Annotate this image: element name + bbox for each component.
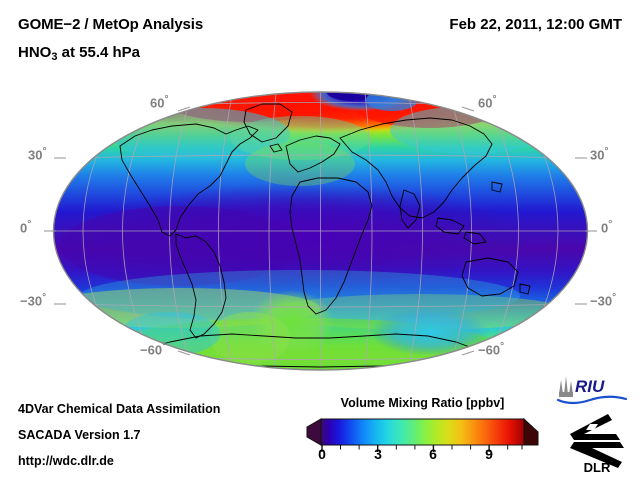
- colorbar-tick-9: 9: [485, 446, 493, 462]
- lat-label-left-60: 60°: [150, 94, 169, 111]
- dlr-wordmark: DLR: [584, 460, 611, 474]
- siberia-moderate: [390, 106, 550, 154]
- south-pacific-cool: [120, 312, 220, 356]
- south-indian-cool: [370, 308, 490, 356]
- coastlines: [119, 103, 531, 368]
- footer-line-url[interactable]: http://wdc.dlr.de: [18, 454, 114, 468]
- page-title: GOME−2 / MetOp Analysis: [18, 16, 204, 33]
- degree-symbol: °: [500, 341, 505, 352]
- dlr-mark-icon: [570, 414, 624, 468]
- lat-label-right-60: 60°: [478, 94, 497, 111]
- colorbar-tick-3: 3: [374, 446, 382, 462]
- colorbar-under-arrow: [306, 418, 322, 446]
- colorbar-gradient: [320, 418, 525, 446]
- footer-line-version: SACADA Version 1.7: [18, 428, 141, 442]
- degree-symbol: °: [164, 94, 169, 105]
- lat-label-right-m60: −60°: [478, 341, 505, 358]
- riu-tower-icon: [559, 376, 573, 397]
- mediterranean-band: [245, 142, 355, 186]
- colorbar-svg: [306, 417, 539, 452]
- colorbar-title: Volume Mixing Ratio [ppbv]: [340, 396, 505, 410]
- species-subscript: 3: [51, 51, 58, 63]
- riu-wordmark: RIU: [575, 377, 605, 396]
- data-field: [53, 92, 588, 370]
- world-map: 60° 30° 0° −30° −60° 60° 30° 0° −30° −60…: [0, 86, 640, 382]
- colorbar-over-arrow: [523, 417, 539, 446]
- colorbar-minor-ticks: [340, 445, 523, 450]
- species-name: HNO: [18, 44, 52, 61]
- species-subtitle: HNO3 at 55.4 hPa: [18, 44, 141, 63]
- lat-label-right-m30: −30°: [590, 292, 617, 309]
- lat-label-left-0: 0°: [20, 219, 32, 236]
- degree-symbol: °: [492, 94, 497, 105]
- colorbar-tick-6: 6: [429, 446, 437, 462]
- footer-line-method: 4DVar Chemical Data Assimilation: [18, 402, 221, 416]
- lat-ticks: [44, 106, 597, 356]
- degree-symbol: °: [42, 292, 47, 303]
- species-pressure: at 55.4 hPa: [57, 44, 141, 61]
- degree-symbol: °: [27, 219, 32, 230]
- lat-label-right-0: 0°: [601, 219, 613, 236]
- lat-label-left-m30: −30°: [20, 292, 47, 309]
- europe-moderate: [230, 116, 370, 160]
- riu-wave-icon: [556, 395, 628, 405]
- degree-symbol: °: [42, 146, 47, 157]
- lat-label-left-m60: −60°: [140, 341, 167, 358]
- dlr-logo: DLR: [570, 414, 624, 474]
- antarctic-plume-west: [210, 312, 290, 364]
- riu-logo: RIU: [556, 376, 628, 405]
- timestamp-label: Feb 22, 2011, 12:00 GMT: [449, 16, 622, 33]
- mollweide-projection-svg: [44, 91, 597, 371]
- lat-label-left-30: 30°: [28, 146, 47, 163]
- degree-symbol: °: [612, 292, 617, 303]
- colorbar-tick-0: 0: [318, 446, 326, 462]
- colorbar-ticks: [321, 445, 490, 452]
- colorbar: Volume Mixing Ratio [ppbv]: [305, 396, 540, 472]
- degree-symbol: °: [604, 146, 609, 157]
- tropical-minimum-west: [60, 206, 300, 286]
- lat-label-right-30: 30°: [590, 146, 609, 163]
- degree-symbol: °: [162, 341, 167, 352]
- degree-symbol: °: [608, 219, 613, 230]
